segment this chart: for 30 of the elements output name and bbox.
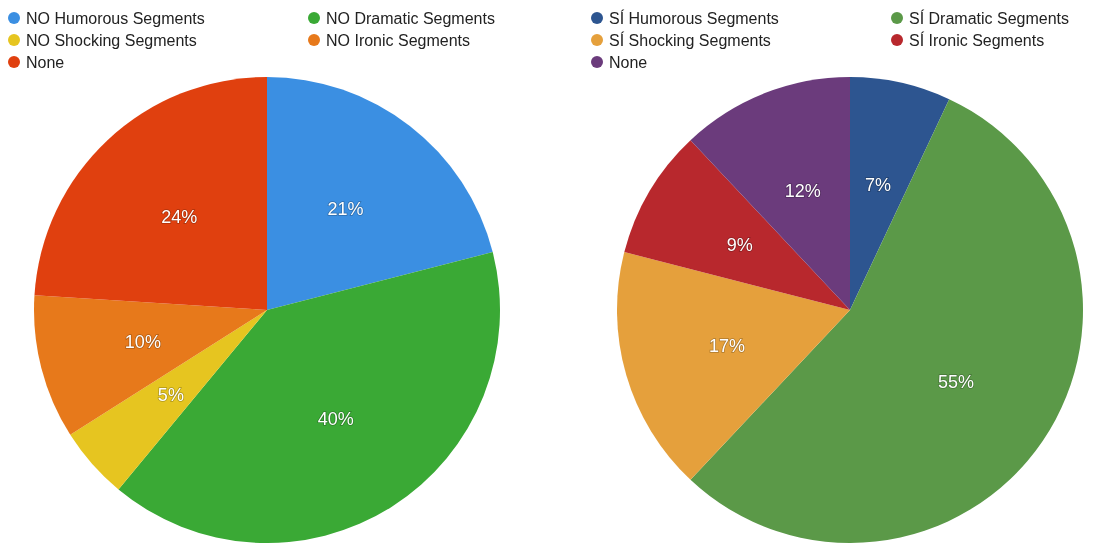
data-label: 21%: [327, 199, 364, 220]
pie-slice: [690, 99, 1083, 543]
pie-slice: [118, 252, 500, 543]
data-label: 24%: [161, 206, 198, 227]
data-label: 12%: [784, 181, 821, 202]
pie-slice: [34, 77, 267, 310]
legend-label: SÍ Humorous Segments: [609, 8, 779, 27]
pie-slice: [70, 310, 267, 490]
pie-slice: [850, 77, 950, 310]
legend-label: SÍ Ironic Segments: [909, 30, 1045, 49]
legend-label: None: [609, 53, 648, 71]
legend-label: None: [26, 53, 65, 71]
data-label: 10%: [124, 332, 161, 353]
pie-slice: [267, 77, 493, 310]
data-label: 7%: [864, 175, 891, 196]
pie-slice: [617, 252, 850, 480]
legend-label: NO Humorous Segments: [26, 9, 205, 27]
legend-label: SÍ Shocking Segments: [609, 30, 771, 49]
pie-slice: [34, 295, 267, 435]
data-label: 5%: [157, 385, 184, 406]
legend-label: SÍ Dramatic Segments: [909, 8, 1070, 27]
legend-label: NO Shocking Segments: [26, 31, 197, 49]
data-label: 40%: [317, 408, 354, 429]
data-label: 17%: [708, 336, 745, 357]
data-label: 9%: [726, 235, 753, 256]
pie-slice: [690, 77, 850, 310]
legend-label: NO Dramatic Segments: [326, 9, 495, 27]
pie-slice: [624, 140, 850, 310]
legend-label: NO Ironic Segments: [326, 31, 471, 49]
data-label: 55%: [937, 372, 975, 393]
